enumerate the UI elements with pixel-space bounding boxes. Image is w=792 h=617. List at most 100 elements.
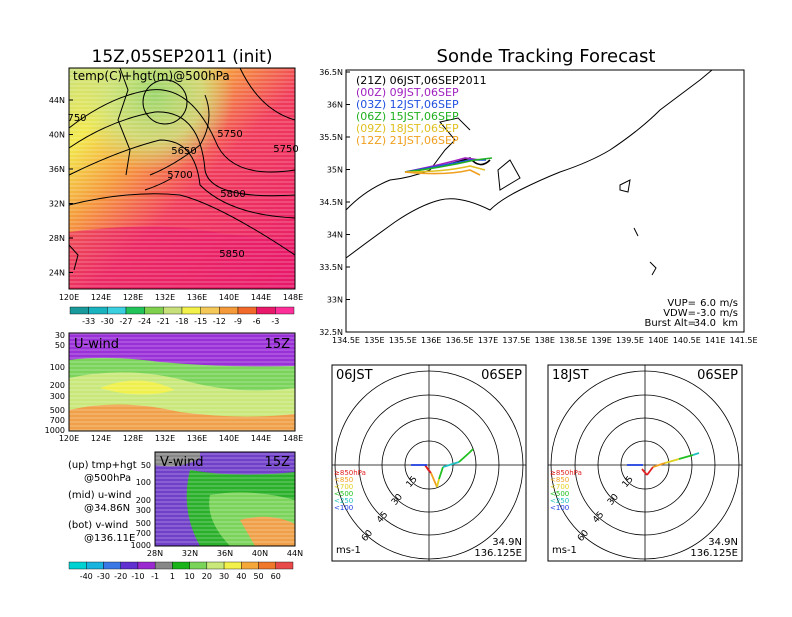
pressure-tick-label: 30 xyxy=(55,331,65,340)
lon-tick-label: 120E xyxy=(59,434,79,443)
uwind-label: U-wind xyxy=(74,337,119,352)
legend-entry: (21Z) 06JST,06SEP2011 xyxy=(356,74,487,87)
hodograph-segment xyxy=(641,468,648,476)
colorbar-label: -6 xyxy=(253,317,261,326)
colorbar-label: -1 xyxy=(151,572,159,581)
pressure-tick-label: 700 xyxy=(136,529,151,538)
note-line: (mid) u-wind xyxy=(68,490,131,501)
pressure-tick-label: 50 xyxy=(141,461,151,470)
hodograph-lat: 34.9N xyxy=(708,537,738,548)
hodograph-segment xyxy=(458,452,470,463)
colorbar-label: -18 xyxy=(175,317,188,326)
colorbar-swatch xyxy=(181,306,201,315)
lon-tick-label: 134.5E xyxy=(332,336,360,345)
pressure-tick-label: 1000 xyxy=(131,541,151,550)
colorbar-swatch xyxy=(68,561,87,570)
level-legend: <500 xyxy=(334,490,353,498)
level-legend: <250 xyxy=(550,497,569,505)
right-title: Sonde Tracking Forecast xyxy=(437,46,656,67)
track-map-panel: (21Z) 06JST,06SEP2011(00Z) 09JST,06SEP(0… xyxy=(319,68,757,345)
hodograph-segment xyxy=(664,458,680,464)
hodograph-segment xyxy=(652,462,666,468)
colorbar-label: -21 xyxy=(157,317,170,326)
vwind-time: 15Z xyxy=(265,455,291,470)
lat-tick-label: 44N xyxy=(49,96,65,105)
colorbar-label: -30 xyxy=(97,572,110,581)
colorbar-swatch xyxy=(237,306,257,315)
legend-entry: (06Z) 15JST,06SEP xyxy=(356,110,459,123)
colorbar-label: 1 xyxy=(170,572,175,581)
pressure-tick-label: 100 xyxy=(136,478,151,487)
hodograph-segment xyxy=(424,464,432,474)
colorbar-swatch xyxy=(275,306,295,315)
lon-tick-label: 148E xyxy=(283,434,303,443)
hodograph-segment xyxy=(468,448,474,454)
colorbar-swatch xyxy=(223,561,242,570)
note-line: @136.11E xyxy=(84,533,135,544)
lon-tick-label: 136E xyxy=(187,293,207,302)
hodograph-segment xyxy=(436,478,440,488)
lat-tick-label: 34.5N xyxy=(319,198,343,207)
param-unit: km xyxy=(722,318,738,329)
colorbar-label: -10 xyxy=(131,572,144,581)
lat-tick-label: 35N xyxy=(327,166,343,175)
lon-tick-label: 139.5E xyxy=(616,336,644,345)
hodograph-date: 06SEP xyxy=(481,368,522,383)
hodograph-time: 18JST xyxy=(552,368,589,383)
lon-tick-label: 128E xyxy=(123,293,143,302)
lat-tick-label: 44N xyxy=(287,549,303,558)
colorbar-swatch xyxy=(206,561,225,570)
hodograph-date: 06SEP xyxy=(697,368,738,383)
colorbar-label: -12 xyxy=(213,317,226,326)
lat-tick-label: 24N xyxy=(49,269,65,278)
lon-tick-label: 140E xyxy=(648,336,668,345)
note-line: (bot) v-wind xyxy=(68,520,128,531)
colorbar-swatch xyxy=(107,306,127,315)
colorbar-label: 40 xyxy=(236,572,246,581)
lon-tick-label: 144E xyxy=(251,434,271,443)
lon-tick-label: 135.5E xyxy=(389,336,417,345)
lat-tick-label: 36N xyxy=(217,549,233,558)
lon-tick-label: 128E xyxy=(123,434,143,443)
lat-tick-label: 28N xyxy=(49,234,65,243)
pressure-tick-label: 200 xyxy=(136,496,151,505)
colorbar-label: -15 xyxy=(194,317,207,326)
map500-panel: temp(C)+hgt(m)@500hPa 750 5750 5650 5700 575… xyxy=(49,67,303,326)
level-legend: <100 xyxy=(334,504,353,512)
pressure-tick-label: 700 xyxy=(50,416,65,425)
uwind-time: 15Z xyxy=(265,337,291,352)
hodograph-time: 06JST xyxy=(336,368,373,383)
level-legend: <850 xyxy=(334,476,353,484)
colorbar-swatch xyxy=(69,306,89,315)
lat-tick-label: 34N xyxy=(327,231,343,240)
colorbar-swatch xyxy=(88,306,108,315)
lon-tick-label: 137.5E xyxy=(502,336,530,345)
contour-label: 5800 xyxy=(220,189,245,200)
lat-tick-label: 40N xyxy=(49,131,65,140)
level-legend: <700 xyxy=(334,483,353,491)
colorbar-label: 20 xyxy=(202,572,212,581)
colorbar-label: -30 xyxy=(101,317,114,326)
level-legend: ≥850hPa xyxy=(334,469,366,477)
pressure-tick-label: 1000 xyxy=(45,426,65,435)
contour-label: 5700 xyxy=(167,170,192,181)
lat-tick-label: 28N xyxy=(147,549,163,558)
level-legend: <100 xyxy=(550,504,569,512)
colorbar-swatch xyxy=(241,561,259,570)
colorbar-swatch xyxy=(189,561,208,570)
hodograph-segment xyxy=(646,466,654,476)
colorbar-label: 60 xyxy=(271,572,281,581)
lon-tick-label: 141.5E xyxy=(730,336,758,345)
level-legend: <500 xyxy=(550,490,569,498)
pressure-tick-label: 50 xyxy=(55,341,65,350)
colorbar-label: -33 xyxy=(82,317,95,326)
colorbar-swatch xyxy=(103,561,121,570)
colorbar-label: -3 xyxy=(271,317,279,326)
contour-label: 5850 xyxy=(219,249,244,260)
note-line: @34.86N xyxy=(84,503,130,514)
lon-tick-label: 140E xyxy=(219,434,239,443)
lon-tick-label: 140.5E xyxy=(673,336,701,345)
